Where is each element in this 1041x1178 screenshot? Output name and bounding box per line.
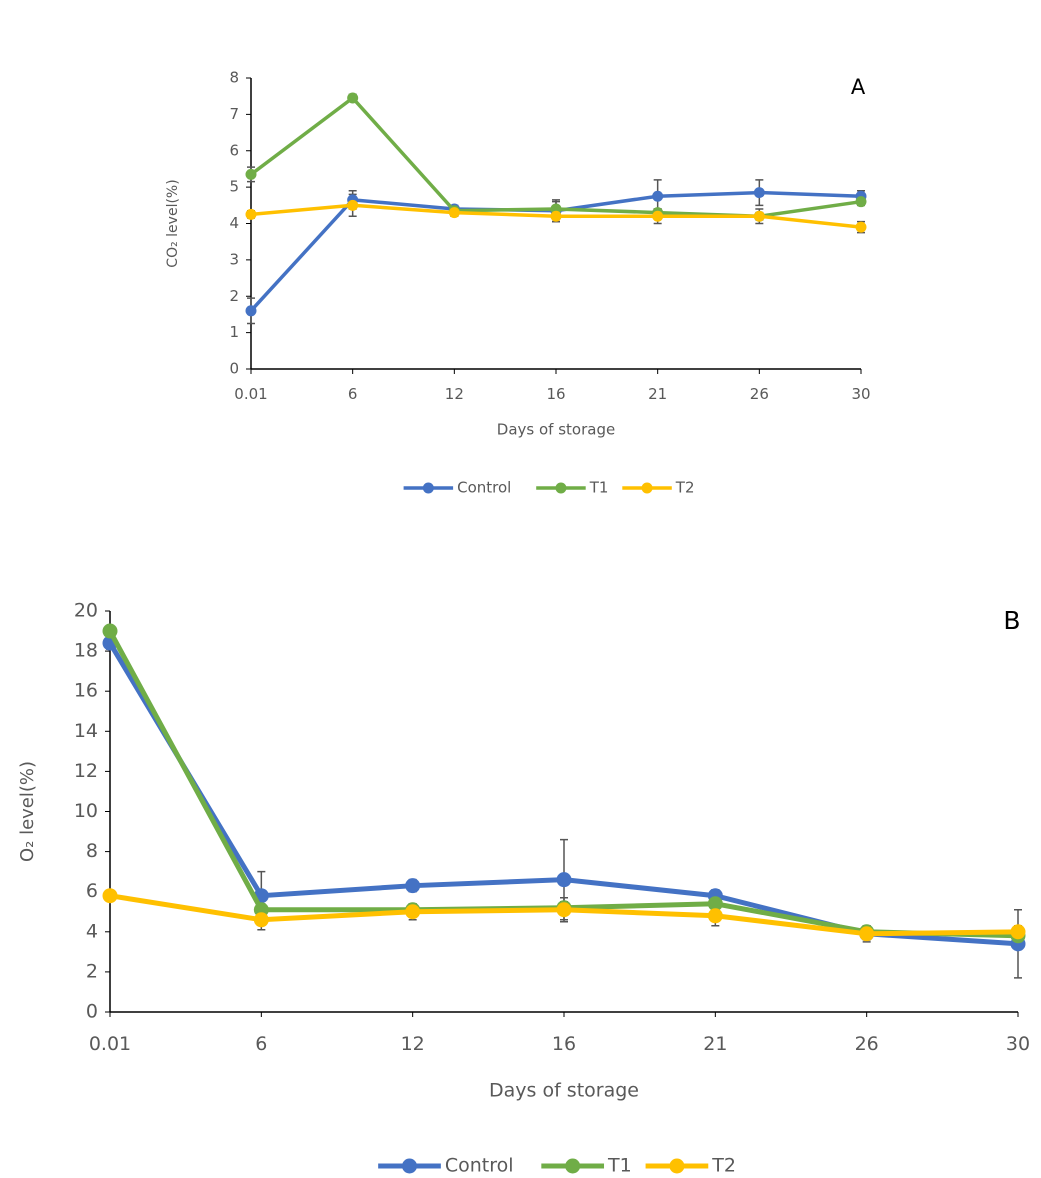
x-tick-label: 26 [855, 1033, 879, 1055]
point [245, 168, 257, 180]
y-tick-label: 5 [229, 178, 239, 196]
x-axis-label: Days of storage [497, 421, 615, 439]
y-tick-label: 0 [86, 1001, 98, 1023]
point [855, 196, 867, 208]
point [448, 207, 460, 219]
legend-marker [641, 482, 653, 494]
point [347, 92, 359, 104]
x-tick-label: 0.01 [89, 1033, 131, 1055]
y-tick-label: 10 [74, 800, 98, 822]
x-tick-label: 6 [255, 1033, 267, 1055]
x-tick-label: 16 [552, 1033, 576, 1055]
x-tick-label: 0.01 [234, 385, 267, 403]
y-tick-label: 12 [74, 760, 98, 782]
legend-label: T1 [589, 479, 609, 497]
point [102, 888, 118, 904]
point [245, 305, 257, 317]
y-tick-label: 0 [229, 360, 239, 378]
legend-label: T2 [711, 1155, 736, 1177]
y-tick-label: 4 [229, 214, 239, 232]
x-tick-label: 6 [348, 385, 358, 403]
y-tick-label: 2 [86, 960, 98, 982]
x-tick-label: 21 [648, 385, 667, 403]
y-tick-label: 16 [74, 680, 98, 702]
y-tick-label: 8 [229, 69, 239, 87]
point [556, 872, 572, 888]
point [556, 902, 572, 918]
x-tick-label: 30 [1006, 1033, 1030, 1055]
x-tick-label: 26 [750, 385, 769, 403]
y-tick-label: 2 [229, 287, 239, 305]
y-tick-label: 20 [74, 600, 98, 622]
y-tick-label: 6 [86, 880, 98, 902]
legend-label: Control [457, 479, 511, 497]
point [102, 623, 118, 639]
legend-label: T2 [675, 479, 695, 497]
legend-marker [402, 1158, 418, 1174]
point [253, 912, 269, 928]
x-tick-label: 16 [546, 385, 565, 403]
legend-label: Control [445, 1155, 514, 1177]
x-axis-label: Days of storage [489, 1080, 639, 1102]
y-tick-label: 4 [86, 920, 98, 942]
point [652, 190, 664, 202]
y-tick-label: 8 [86, 840, 98, 862]
series-line [249, 95, 862, 218]
legend-marker [669, 1158, 685, 1174]
x-tick-label: 21 [703, 1033, 727, 1055]
y-tick-label: 6 [229, 141, 239, 159]
x-tick-label: 30 [851, 385, 870, 403]
point [753, 187, 765, 199]
point [707, 908, 723, 924]
y-axis-label: O₂ level(%) [17, 761, 38, 862]
point [1010, 924, 1026, 940]
y-tick-label: 3 [229, 250, 239, 268]
panel-letter: A [851, 75, 866, 99]
y-tick-label: 18 [74, 640, 98, 662]
y-tick-label: 1 [229, 323, 239, 341]
point [405, 878, 421, 894]
point [652, 210, 664, 222]
y-tick-label: 14 [74, 720, 98, 742]
point [347, 199, 359, 211]
x-tick-label: 12 [401, 1033, 425, 1055]
point [707, 896, 723, 912]
point [855, 221, 867, 233]
legend-marker [555, 482, 567, 494]
legend-label: T1 [607, 1155, 632, 1177]
y-axis-label: CO₂ level(%) [165, 179, 181, 267]
point [245, 208, 257, 220]
legend-marker [422, 482, 434, 494]
y-tick-label: 7 [229, 105, 239, 123]
x-tick-label: 12 [445, 385, 464, 403]
point [405, 904, 421, 920]
legend-marker [565, 1158, 581, 1174]
point [550, 210, 562, 222]
panel-letter: B [1003, 606, 1020, 635]
point [753, 210, 765, 222]
point [859, 926, 875, 942]
